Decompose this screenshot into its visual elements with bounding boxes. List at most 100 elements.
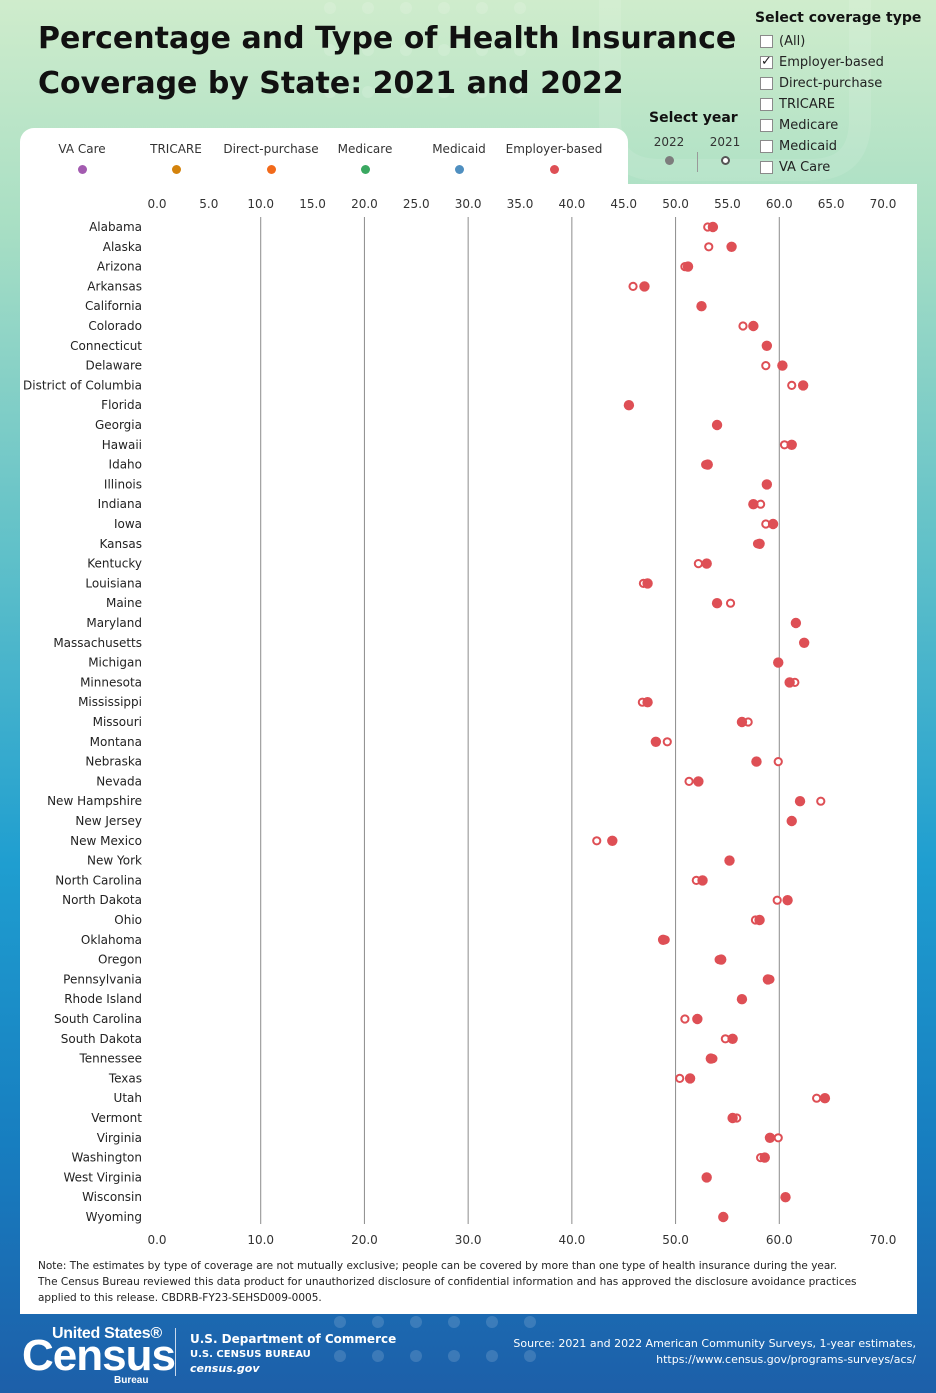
coverage-type-filter: Select coverage type (All) Employer-base… xyxy=(755,10,930,178)
filled-dot-icon xyxy=(664,156,674,165)
point-2022 xyxy=(777,360,788,371)
coverage-option-tricare[interactable]: TRICARE xyxy=(755,94,930,115)
legend-item-medicare[interactable]: Medicare xyxy=(310,142,420,174)
legend-dot xyxy=(360,165,370,174)
coverage-option-all[interactable]: (All) xyxy=(755,31,930,52)
point-2022 xyxy=(682,261,694,272)
x-tick-label-top: 60.0 xyxy=(766,197,793,211)
legend-dot xyxy=(171,165,181,174)
state-label: Maine xyxy=(106,596,142,610)
state-label: Pennsylvania xyxy=(63,972,142,986)
checkbox[interactable] xyxy=(760,119,773,132)
state-label: North Dakota xyxy=(62,893,142,907)
point-2021 xyxy=(725,598,736,608)
point-2022 xyxy=(697,875,708,886)
point-2022 xyxy=(786,815,797,827)
state-label: Iowa xyxy=(114,517,142,531)
point-2021 xyxy=(773,1133,783,1143)
checkbox[interactable] xyxy=(760,161,773,174)
year-option-2021[interactable]: 2021 xyxy=(705,135,745,165)
legend-item-medicaid[interactable]: Medicaid xyxy=(404,142,514,174)
coverage-option-medicare[interactable]: Medicare xyxy=(755,115,930,136)
state-label: North Carolina xyxy=(55,873,142,887)
x-tick-label-bottom: 20.0 xyxy=(351,1233,378,1247)
x-tick-label-bottom: 60.0 xyxy=(766,1233,793,1247)
coverage-option-va-care[interactable]: VA Care xyxy=(755,157,930,178)
point-2022 xyxy=(794,796,806,807)
point-2021 xyxy=(773,757,783,767)
coverage-option-label: Medicare xyxy=(779,118,839,133)
point-2022 xyxy=(762,974,774,985)
point-2022 xyxy=(780,1192,791,1203)
point-2022 xyxy=(705,1053,717,1064)
state-label: Michigan xyxy=(88,656,142,670)
point-2022 xyxy=(754,538,765,549)
state-label: Arizona xyxy=(97,260,142,274)
point-2021 xyxy=(761,361,771,371)
point-2022 xyxy=(607,835,618,846)
point-2022 xyxy=(727,1112,738,1124)
legend-dot xyxy=(549,165,559,174)
state-label: Nevada xyxy=(96,774,142,788)
checkbox-checked[interactable] xyxy=(760,54,773,69)
coverage-option-label: VA Care xyxy=(779,160,831,175)
department-name: U.S. Department of Commerce xyxy=(190,1332,397,1346)
coverage-option-medicaid[interactable]: Medicaid xyxy=(755,136,930,157)
legend-item-direct-purchase[interactable]: Direct-purchase xyxy=(216,142,326,174)
checkbox[interactable] xyxy=(760,35,773,48)
point-2022 xyxy=(718,1211,729,1223)
x-tick-label-bottom: 0.0 xyxy=(147,1233,166,1247)
x-tick-label-bottom: 70.0 xyxy=(870,1233,897,1247)
point-2022 xyxy=(684,1073,696,1084)
x-tick-label-bottom: 10.0 xyxy=(247,1233,274,1247)
x-tick-label-top: 45.0 xyxy=(610,197,637,211)
page-title: Percentage and Type of Health Insurance … xyxy=(38,21,737,101)
census-logo[interactable]: Census xyxy=(22,1331,176,1380)
state-label: Wyoming xyxy=(86,1210,142,1224)
legend-dot xyxy=(454,165,464,174)
coverage-option-direct-purchase[interactable]: Direct-purchase xyxy=(755,73,930,94)
point-2021 xyxy=(787,380,797,390)
legend-label: Direct-purchase xyxy=(223,142,319,156)
note-line-2: The Census Bureau reviewed this data pro… xyxy=(38,1276,857,1304)
checkbox[interactable] xyxy=(760,98,773,111)
state-label: Mississippi xyxy=(78,695,142,709)
point-2022 xyxy=(798,637,810,648)
year-label: 2021 xyxy=(709,135,741,149)
point-2022 xyxy=(696,301,707,312)
state-label: District of Columbia xyxy=(23,378,142,392)
point-2022 xyxy=(642,578,653,589)
point-2021 xyxy=(662,737,672,747)
checkbox[interactable] xyxy=(760,140,773,153)
point-2022 xyxy=(759,1152,770,1163)
state-label: Rhode Island xyxy=(64,992,142,1006)
legend-item-tricare[interactable]: TRICARE xyxy=(121,142,231,174)
point-2022 xyxy=(657,934,669,945)
source-line-2[interactable]: https://www.census.gov/programs-surveys/… xyxy=(656,1353,916,1366)
point-2022 xyxy=(701,1172,712,1183)
x-tick-label-top: 65.0 xyxy=(818,197,845,211)
coverage-option-employer-based[interactable]: Employer-based xyxy=(755,52,930,73)
footer: United States® Census Bureau U.S. Depart… xyxy=(0,1318,936,1393)
x-tick-label-top: 20.0 xyxy=(351,197,378,211)
legend-item-va-care[interactable]: VA Care xyxy=(27,142,137,174)
coverage-filter-header: Select coverage type xyxy=(755,10,922,26)
state-label: Idaho xyxy=(109,458,142,472)
x-tick-label-top: 40.0 xyxy=(558,197,585,211)
point-2022 xyxy=(797,380,809,391)
point-2021 xyxy=(816,796,826,806)
legend-item-employer-based[interactable]: Employer-based xyxy=(499,142,609,174)
checkbox[interactable] xyxy=(760,77,773,90)
state-label: Tennessee xyxy=(78,1052,142,1066)
state-label: Illinois xyxy=(104,477,142,491)
point-2022 xyxy=(716,954,727,965)
census-site-link[interactable]: census.gov xyxy=(190,1362,260,1375)
year-option-2022[interactable]: 2022 xyxy=(649,135,689,165)
x-tick-label-top: 0.0 xyxy=(147,197,166,211)
state-label: Utah xyxy=(114,1091,142,1105)
point-2022 xyxy=(819,1093,831,1104)
year-divider xyxy=(697,152,698,172)
point-2021 xyxy=(628,281,638,292)
point-2022 xyxy=(773,657,784,668)
coverage-option-label: Direct-purchase xyxy=(779,76,883,91)
